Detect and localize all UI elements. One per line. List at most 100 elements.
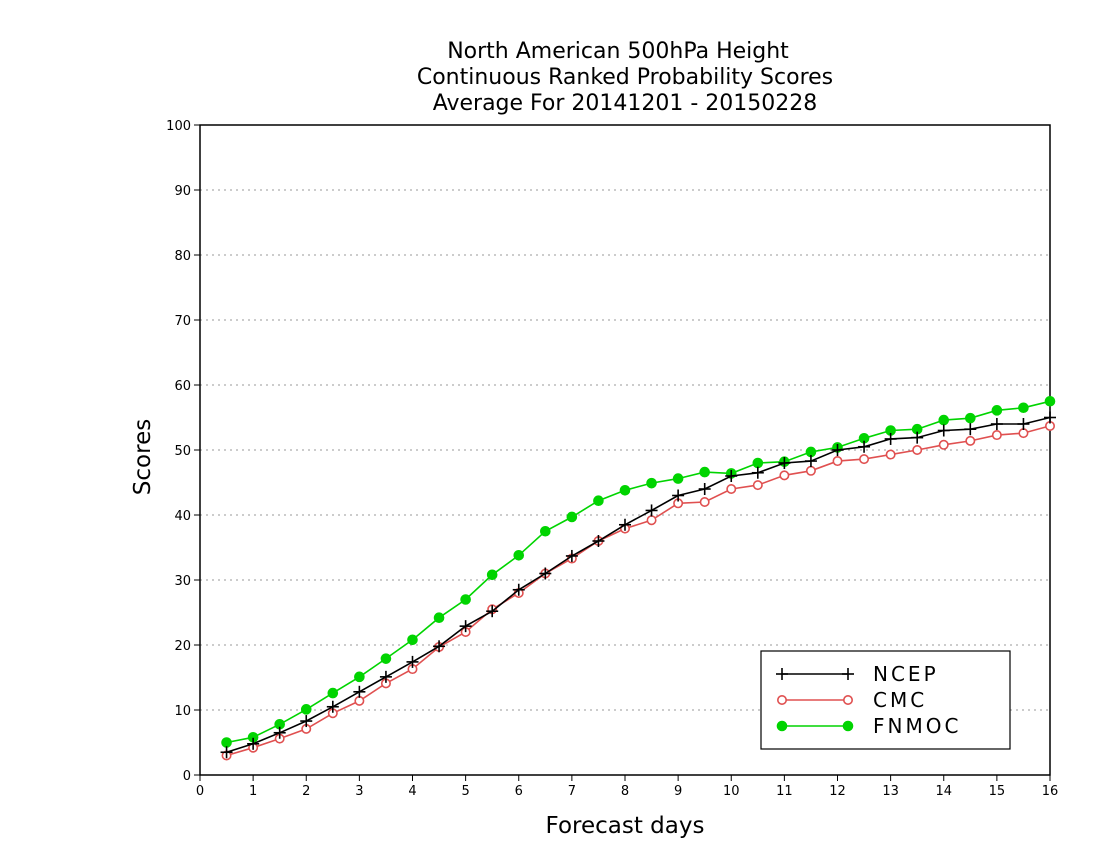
point-ncep-3 (300, 715, 313, 728)
point-fnmoc-20 (752, 457, 764, 469)
point-ncep-11 (512, 583, 525, 596)
point-cmc-26 (912, 444, 923, 455)
point-fnmoc-14 (593, 495, 604, 507)
x-tick-label-10: 10 (723, 784, 740, 799)
point-ncep-6 (379, 670, 392, 683)
point-ncep-29 (990, 418, 1003, 430)
y-tick-label-80: 80 (174, 249, 191, 264)
point-ncep-28 (964, 423, 977, 436)
point-ncep-8 (433, 640, 446, 653)
y-tick-label-70: 70 (174, 314, 191, 329)
point-ncep-7 (406, 655, 419, 668)
y-tick-label-20: 20 (174, 639, 191, 654)
point-ncep-18 (698, 483, 711, 495)
point-fnmoc-8 (433, 612, 445, 624)
chart-title-line-2: Continuous Ranked Probability Scores (417, 65, 833, 90)
point-fnmoc-4 (327, 687, 339, 699)
point-cmc-20 (752, 480, 763, 491)
point-cmc-23 (832, 456, 843, 467)
legend-marker-right-fnmoc (842, 720, 854, 732)
x-tick-label-13: 13 (882, 784, 899, 799)
point-ncep-25 (884, 432, 897, 445)
legend-item-fnmoc: FNMOC (776, 714, 961, 738)
chart-title-line-3: Average For 20141201 - 20150228 (433, 91, 818, 116)
point-ncep-24 (858, 440, 871, 453)
chart-title: North American 500hPa Height Continuous … (417, 39, 833, 116)
series-ncep (220, 411, 1056, 759)
legend-marker-left-fnmoc (776, 720, 788, 732)
point-cmc-24 (859, 454, 870, 465)
x-tick-label-15: 15 (989, 784, 1006, 799)
legend-marker-left-cmc (776, 694, 787, 705)
gridlines (200, 189, 1050, 711)
x-axis-ticks: 0 1 2 3 4 5 6 7 8 9 10 11 12 13 14 15 16 (196, 775, 1058, 799)
point-cmc-21 (779, 470, 790, 481)
point-ncep-5 (353, 685, 366, 698)
legend-marker-right-cmc (842, 694, 853, 705)
x-tick-label-1: 1 (249, 784, 257, 799)
legend-marker-left-ncep (776, 668, 788, 680)
point-fnmoc-17 (672, 473, 684, 484)
x-tick-label-8: 8 (621, 784, 629, 799)
point-fnmoc-6 (380, 653, 392, 664)
x-tick-label-5: 5 (461, 784, 469, 799)
point-ncep-20 (751, 466, 764, 479)
point-ncep-17 (672, 489, 685, 502)
point-ncep-12 (539, 567, 552, 580)
point-fnmoc-13 (566, 511, 578, 523)
y-tick-label-10: 10 (174, 704, 191, 719)
point-fnmoc-30 (1018, 402, 1029, 414)
point-fnmoc-12 (540, 525, 551, 537)
point-fnmoc-18 (699, 466, 710, 478)
point-fnmoc-16 (646, 477, 657, 489)
point-ncep-19 (725, 470, 738, 482)
legend-label-ncep: NCEP (873, 662, 939, 686)
y-tick-label-30: 30 (174, 574, 191, 589)
y-axis-label: Scores (130, 419, 156, 495)
point-ncep-0 (220, 746, 233, 759)
point-cmc-27 (938, 439, 949, 450)
legend-item-ncep: NCEP (776, 662, 939, 686)
point-fnmoc-28 (965, 412, 976, 424)
point-ncep-13 (565, 549, 578, 562)
x-tick-label-14: 14 (935, 784, 952, 799)
x-axis-label: Forecast days (546, 813, 705, 839)
point-ncep-10 (486, 605, 499, 618)
point-ncep-21 (778, 457, 791, 469)
y-tick-label-90: 90 (174, 184, 191, 199)
point-fnmoc-5 (354, 671, 365, 683)
point-fnmoc-7 (407, 634, 418, 646)
point-ncep-14 (592, 535, 605, 547)
point-fnmoc-11 (513, 550, 525, 561)
point-ncep-30 (1017, 418, 1030, 430)
point-fnmoc-29 (991, 405, 1003, 416)
x-tick-label-16: 16 (1042, 784, 1059, 799)
x-tick-label-11: 11 (776, 784, 793, 799)
point-ncep-23 (831, 444, 844, 456)
point-cmc-19 (726, 483, 737, 494)
point-cmc-25 (885, 449, 896, 460)
x-tick-label-9: 9 (674, 784, 682, 799)
point-fnmoc-31 (1044, 395, 1056, 407)
point-ncep-4 (326, 700, 339, 713)
point-fnmoc-10 (486, 569, 498, 581)
legend-marker-right-ncep (842, 668, 854, 680)
point-cmc-22 (805, 465, 816, 476)
x-tick-label-6: 6 (515, 784, 523, 799)
x-tick-label-3: 3 (355, 784, 363, 799)
y-tick-label-50: 50 (174, 444, 191, 459)
point-cmc-16 (646, 515, 657, 526)
legend-label-fnmoc: FNMOC (873, 714, 961, 738)
point-cmc-30 (1018, 428, 1029, 439)
point-fnmoc-3 (300, 704, 312, 715)
y-axis-ticks: 0 10 20 30 40 50 60 70 80 90 100 (166, 119, 200, 784)
x-tick-label-0: 0 (196, 784, 204, 799)
x-tick-label-7: 7 (568, 784, 576, 799)
legend-item-cmc: CMC (776, 688, 927, 712)
point-fnmoc-15 (619, 485, 631, 496)
series-fnmoc (221, 395, 1056, 748)
point-ncep-1 (247, 737, 260, 750)
point-fnmoc-9 (460, 594, 471, 605)
legend-label-cmc: CMC (873, 688, 927, 712)
